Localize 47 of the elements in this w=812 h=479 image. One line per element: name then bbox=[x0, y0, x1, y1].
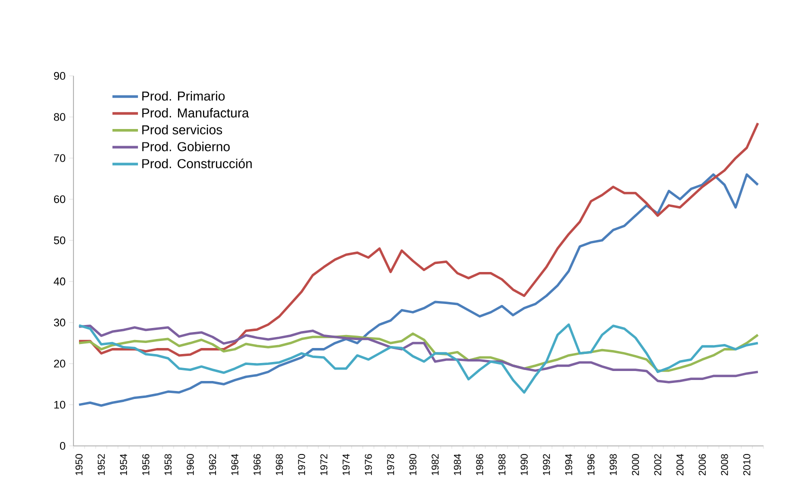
x-tick-label: 2000 bbox=[632, 454, 639, 476]
y-tick-label: 80 bbox=[54, 113, 66, 121]
x-tick-label: 1998 bbox=[610, 454, 617, 475]
legend-label: Prod servicios bbox=[142, 124, 222, 134]
x-tick-label: 2002 bbox=[654, 454, 662, 476]
x-tick-label: 1962 bbox=[209, 454, 216, 475]
y-tick-label: 20 bbox=[54, 360, 66, 368]
x-tick-label: 2004 bbox=[676, 454, 684, 476]
legend-label: Prod. Gobierno bbox=[142, 142, 230, 152]
y-tick-label: 30 bbox=[54, 318, 66, 326]
x-tick-label: 1984 bbox=[454, 454, 461, 475]
y-tick-label: 40 bbox=[54, 277, 66, 286]
x-tick-label: 1992 bbox=[542, 454, 550, 475]
y-tick-label: 60 bbox=[54, 195, 66, 204]
x-tick-label: 1972 bbox=[320, 454, 328, 475]
x-tick-label: 2006 bbox=[698, 454, 706, 476]
legend-label: Prod. Manufactura bbox=[142, 108, 249, 118]
legend-label: Prod. Construcción bbox=[142, 158, 252, 168]
x-tick-label: 1954 bbox=[120, 454, 128, 475]
y-tick-label: 10 bbox=[54, 400, 66, 409]
x-tick-label: 1980 bbox=[409, 454, 416, 475]
x-tick-label: 1958 bbox=[164, 454, 172, 475]
x-tick-label: 1982 bbox=[432, 454, 439, 475]
x-tick-label: 1986 bbox=[476, 454, 484, 475]
x-tick-label: 1960 bbox=[186, 454, 194, 475]
x-tick-label: 2010 bbox=[743, 454, 750, 476]
y-tick-label: 70 bbox=[54, 154, 66, 162]
line-series bbox=[78, 323, 760, 394]
x-tick-label: 1996 bbox=[587, 454, 594, 475]
x-tick-label: 1950 bbox=[75, 454, 83, 475]
x-tick-label: 1952 bbox=[98, 454, 105, 475]
x-tick-label: 1964 bbox=[231, 454, 238, 475]
x-tick-label: 1970 bbox=[298, 454, 306, 475]
legend-label: Prod. Primario bbox=[142, 91, 225, 101]
x-tick-label: 1968 bbox=[276, 454, 283, 475]
x-tick-label: 1994 bbox=[565, 454, 572, 475]
x-tick-label: 1976 bbox=[364, 454, 372, 475]
x-tick-label: 1978 bbox=[387, 454, 394, 475]
x-tick-label: 1966 bbox=[254, 454, 261, 475]
x-tick-label: 1956 bbox=[142, 454, 150, 475]
y-tick-label: 0 bbox=[60, 442, 66, 450]
x-tick-label: 1990 bbox=[520, 454, 528, 475]
x-tick-label: 1974 bbox=[342, 454, 350, 475]
y-tick-label: 90 bbox=[54, 72, 66, 80]
y-tick-label: 50 bbox=[54, 236, 66, 244]
x-tick-label: 2008 bbox=[720, 454, 728, 476]
x-tick-label: 1988 bbox=[498, 454, 506, 475]
